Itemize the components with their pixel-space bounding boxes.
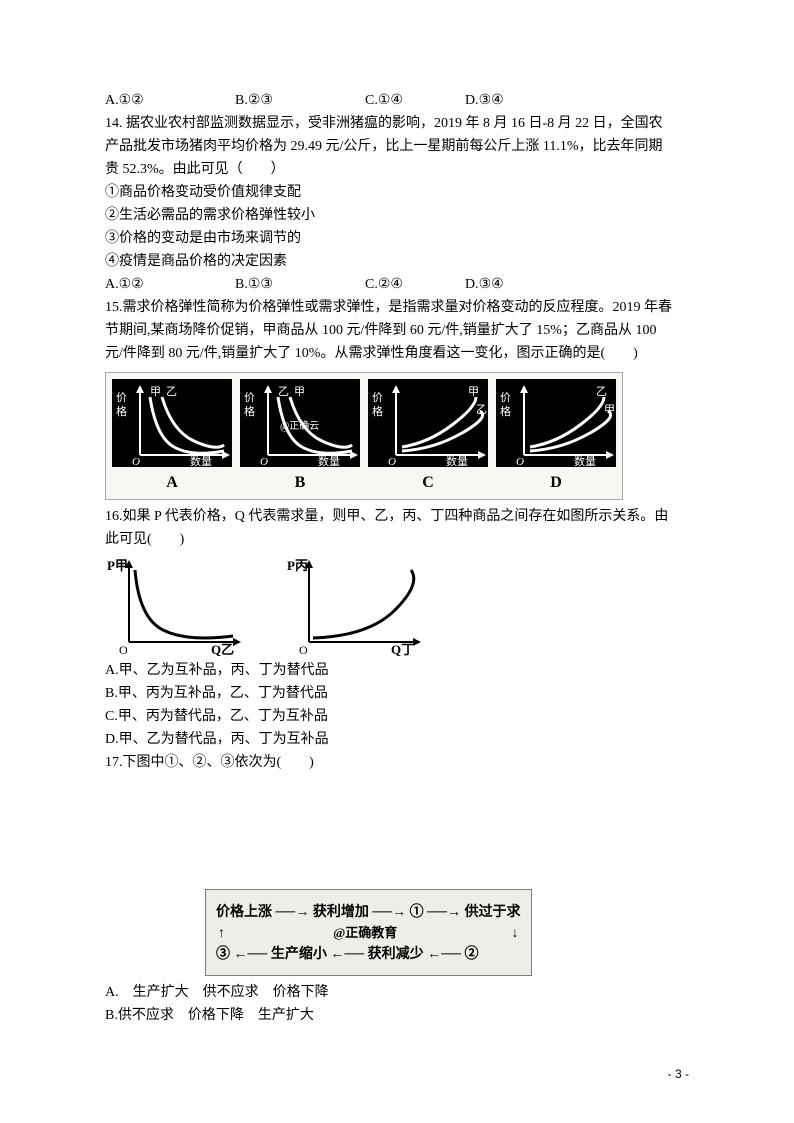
svg-text:P丙: P丙 (287, 558, 308, 573)
q15-stem-l3: 元/件降到 80 元/件,销量扩大了 10%。从需求弹性角度看这一变化，图示正确… (105, 343, 689, 364)
q16-opt-a: A.甲、乙为互补品，丙、丁为替代品 (105, 660, 689, 681)
svg-text:O: O (299, 643, 308, 656)
q15-stem-l1: 15.需求价格弹性简称为价格弹性或需求弹性，是指需求量对价格变动的反应程度。20… (105, 297, 689, 318)
svg-text:数量: 数量 (190, 455, 212, 467)
svg-text:P甲: P甲 (107, 558, 128, 573)
q16-opt-c: C.甲、丙为替代品，乙、丁为互补品 (105, 706, 689, 727)
svg-text:格: 格 (244, 404, 255, 418)
q16-stem-l2: 此可见( ) (105, 529, 689, 550)
svg-text:甲: 甲 (294, 386, 305, 398)
q15-panel-label-c: C (368, 471, 488, 495)
q16-opt-d: D.甲、乙为替代品，丙、丁为互补品 (105, 729, 689, 750)
q17-opt-a: A. 生产扩大 供不应求 价格下降 (105, 982, 689, 1003)
svg-text:数量: 数量 (574, 455, 596, 467)
q15-panel-d: 价 格 O 数量 乙甲 D (496, 379, 616, 495)
svg-text:格: 格 (500, 404, 511, 418)
q17-flow-sides: ↑ @正确教育 ↓ (216, 923, 521, 944)
q13-opt-c: C.①④ (365, 90, 465, 111)
q15-panel-label-d: D (496, 471, 616, 495)
q13-opt-b: B.②③ (235, 90, 365, 111)
svg-text:O: O (132, 456, 140, 467)
svg-text:价: 价 (372, 391, 383, 404)
svg-text:O: O (119, 643, 128, 656)
svg-text:格: 格 (116, 404, 127, 418)
q14-opt-a: A.①② (105, 274, 235, 295)
q14-opt-b: B.①③ (235, 274, 365, 295)
q14-p4: ④疫情是商品价格的决定因素 (105, 251, 689, 272)
q14-opt-d: D.③④ (465, 274, 565, 295)
svg-text:乙: 乙 (596, 385, 607, 398)
q14-options: A.①② B.①③ C.②④ D.③④ (105, 274, 689, 295)
q17-flow-diagram: 价格上涨 ──→ 获利增加 ──→ ① ──→ 供过于求 ↑ @正确教育 ↓ ③… (205, 889, 532, 976)
q15-panel-a: 价 格 O 数量 甲乙 A (112, 379, 232, 495)
svg-text:价: 价 (500, 391, 511, 404)
q14-stem-l3: 贵 52.3%。由此可见（ ） (105, 159, 689, 180)
q14-stem-l1: 14. 据农业农村部监测数据显示，受非洲猪瘟的影响，2019 年 8 月 16 … (105, 113, 689, 134)
q15-panel-b: 价 格 O 数量 乙甲 @正确云 B (240, 379, 360, 495)
q17-stem: 17.下图中①、②、③依次为( ) (105, 752, 689, 773)
svg-text:数量: 数量 (318, 455, 340, 467)
q17-flow-brand: @正确教育 (333, 923, 403, 944)
q15-stem-l2: 节期间,某商场降价促销，甲商品从 100 元/件降到 60 元/件,销量扩大了 … (105, 320, 689, 341)
page-number: - 3 - (668, 1065, 689, 1083)
svg-text:乙: 乙 (278, 385, 289, 398)
q16-chart-right: P丙 O Q丁 (285, 556, 425, 656)
svg-text:O: O (260, 456, 268, 467)
svg-text:数量: 数量 (446, 455, 468, 467)
q14-opt-c: C.②④ (365, 274, 465, 295)
q16-chart-group: P甲 O Q乙 P丙 O Q丁 (105, 556, 689, 656)
q15-panel-label-b: B (240, 471, 360, 495)
svg-text:@正确云: @正确云 (280, 419, 319, 432)
q17-opt-b: B.供不应求 价格下降 生产扩大 (105, 1005, 689, 1026)
q15-panel-c: 价 格 O 数量 甲乙 C (368, 379, 488, 495)
svg-text:O: O (388, 456, 396, 467)
svg-text:甲: 甲 (150, 386, 161, 398)
q15-panel-label-a: A (112, 471, 232, 495)
svg-text:Q丁: Q丁 (391, 642, 414, 656)
svg-text:乙: 乙 (166, 385, 177, 398)
q16-stem-l1: 16.如果 P 代表价格，Q 代表需求量，则甲、乙，丙、丁四种商品之间存在如图所… (105, 506, 689, 527)
q13-options: A.①② B.②③ C.①④ D.③④ (105, 90, 689, 111)
svg-text:格: 格 (372, 404, 383, 418)
q14-p3: ③价格的变动是由市场来调节的 (105, 228, 689, 249)
q16-chart-left: P甲 O Q乙 (105, 556, 245, 656)
q17-flow-line2: ③ ←── 生产缩小 ←── 获利减少 ←── ② (216, 944, 521, 965)
q13-opt-d: D.③④ (465, 90, 565, 111)
q17-flow-line1: 价格上涨 ──→ 获利增加 ──→ ① ──→ 供过于求 (216, 902, 521, 923)
q16-opt-b: B.甲、丙为互补品，乙、丁为替代品 (105, 683, 689, 704)
q14-p1: ①商品价格变动受价值规律支配 (105, 182, 689, 203)
q13-opt-a: A.①② (105, 90, 235, 111)
q15-chart-group: 价 格 O 数量 甲乙 A 价 格 O 数量 乙甲 @正确云 B (105, 372, 623, 500)
svg-text:甲: 甲 (604, 404, 615, 416)
svg-text:Q乙: Q乙 (211, 642, 234, 656)
q14-p2: ②生活必需品的需求价格弹性较小 (105, 205, 689, 226)
svg-text:O: O (516, 456, 524, 467)
svg-text:价: 价 (244, 391, 255, 404)
svg-text:价: 价 (116, 391, 127, 404)
q14-stem-l2: 产品批发市场猪肉平均价格为 29.49 元/公斤，比上一星期前每公斤上涨 11.… (105, 136, 689, 157)
svg-text:甲: 甲 (468, 386, 479, 398)
svg-text:乙: 乙 (476, 403, 487, 416)
